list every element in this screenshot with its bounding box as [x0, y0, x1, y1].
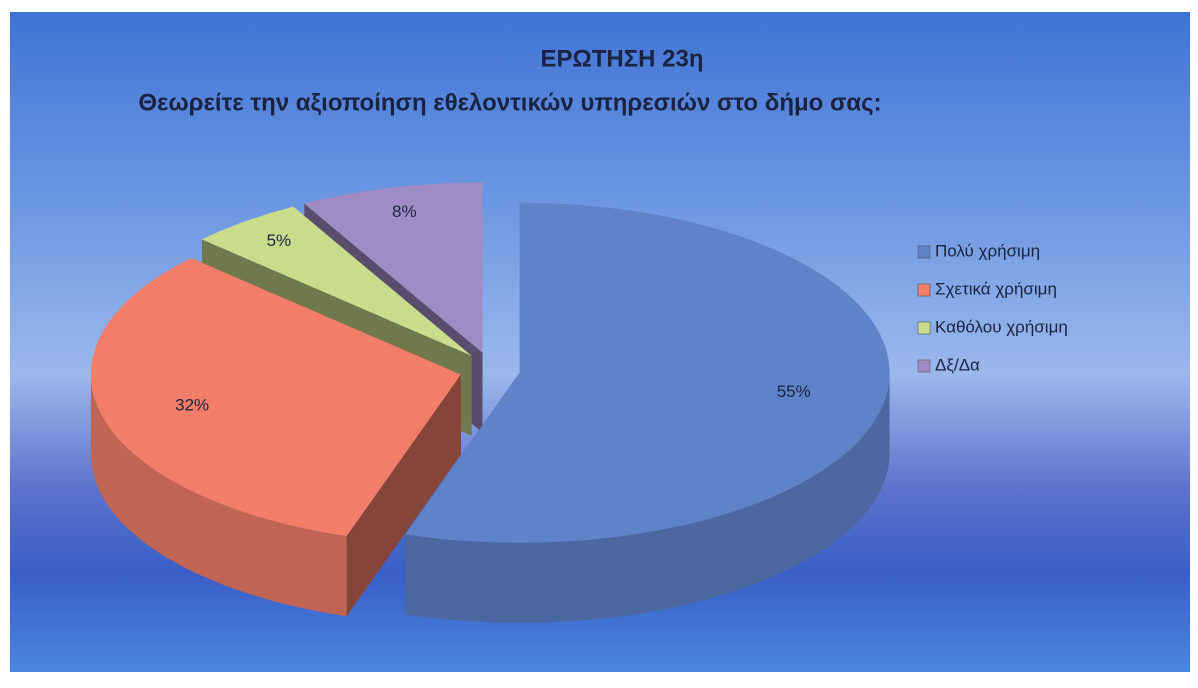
legend-swatch	[917, 283, 931, 297]
legend-swatch	[917, 245, 931, 259]
slice-wall	[405, 372, 890, 623]
chart-subtitle: Θεωρείτε την αξιοποίηση εθελοντικών υπηρ…	[138, 89, 881, 116]
legend-label: Σχετικά χρήσιμη	[935, 279, 1057, 298]
legend-swatch	[917, 359, 931, 373]
slice	[405, 202, 890, 543]
legend-label: Δξ/Δα	[935, 355, 980, 374]
slice	[201, 206, 472, 356]
pie: 55% 32% 5% 8%	[90, 182, 890, 623]
slice-wall	[90, 374, 347, 617]
value-label: 8%	[392, 202, 417, 221]
legend-label: Πολύ χρήσιμη	[935, 241, 1040, 260]
value-label: 55%	[777, 382, 811, 401]
legend: Πολύ χρήσιμη Σχετικά χρήσιμη Καθόλου χρήσι…	[917, 241, 1068, 374]
value-label: 32%	[175, 396, 209, 415]
value-label: 5%	[267, 231, 292, 250]
legend-swatch	[917, 321, 931, 335]
legend-label: Καθόλου χρήσιμη	[935, 317, 1068, 336]
slice	[304, 182, 483, 353]
slice	[91, 258, 461, 537]
chart-title: ΕΡΩΤΗΣΗ 23η	[540, 45, 703, 72]
